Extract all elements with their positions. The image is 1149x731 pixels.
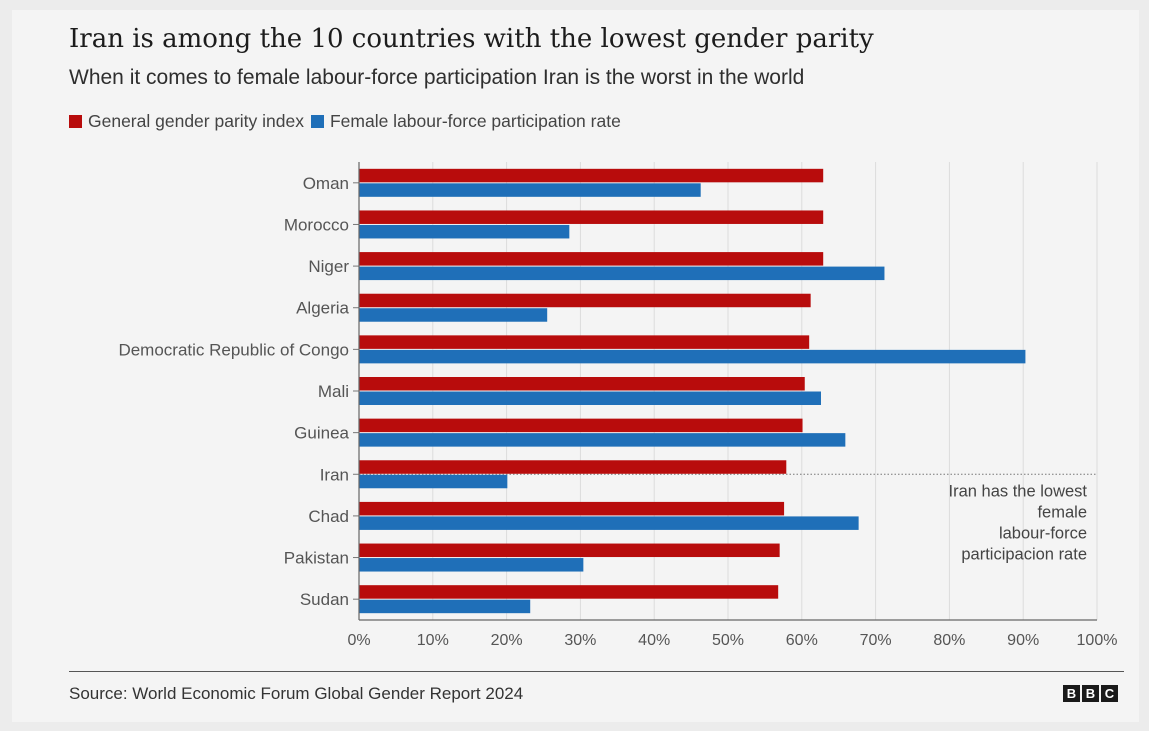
category-label: Sudan — [300, 590, 349, 609]
footer-divider — [69, 671, 1124, 672]
bar-labour-participation — [359, 433, 846, 447]
legend-item-participation: Female labour-force participation rate — [310, 111, 621, 132]
category-label: Chad — [308, 507, 349, 526]
x-tick-label: 80% — [933, 632, 965, 649]
chart-card — [12, 10, 1139, 722]
annotation-text: labour-force — [999, 524, 1087, 542]
bar-labour-participation — [359, 599, 531, 614]
x-tick-label: 0% — [347, 632, 370, 649]
annotation-text: Iran has the lowest — [949, 482, 1088, 500]
bar-labour-participation — [359, 516, 859, 530]
legend-swatch-participation — [310, 115, 324, 128]
bbc-logo: B B C — [1063, 685, 1118, 702]
bar-labour-participation — [359, 558, 584, 572]
x-tick-label: 100% — [1077, 632, 1118, 649]
chart-subtitle: When it comes to female labour-force par… — [69, 66, 805, 89]
x-tick-label: 20% — [491, 632, 523, 649]
bar-labour-participation — [359, 183, 701, 197]
bar-parity-index — [359, 210, 824, 224]
annotation-text: female — [1037, 503, 1087, 521]
annotation-text: participacion rate — [961, 545, 1087, 563]
legend-swatch-parity — [69, 115, 82, 128]
category-label: Democratic Republic of Congo — [118, 340, 349, 359]
bar-labour-participation — [359, 266, 885, 281]
x-tick-label: 30% — [564, 632, 596, 649]
bar-parity-index — [359, 543, 780, 558]
x-tick-label: 60% — [786, 632, 818, 649]
x-tick-label: 70% — [860, 632, 892, 649]
category-label: Iran — [320, 465, 349, 484]
bar-parity-index — [359, 335, 810, 349]
bar-parity-index — [359, 293, 811, 308]
bar-parity-index — [359, 377, 805, 391]
x-tick-label: 10% — [417, 632, 449, 649]
bbc-logo-block: B — [1063, 685, 1080, 702]
chart-title: Iran is among the 10 countries with the … — [69, 24, 874, 54]
x-tick-label: 90% — [1007, 632, 1039, 649]
legend-label-participation: Female labour-force participation rate — [329, 111, 621, 131]
bar-labour-participation — [359, 391, 821, 405]
bbc-logo-block: B — [1082, 685, 1099, 702]
bar-parity-index — [359, 418, 803, 433]
legend-label-parity: General gender parity index — [88, 111, 304, 131]
bar-labour-participation — [359, 308, 548, 322]
x-tick-label: 50% — [712, 632, 744, 649]
bar-parity-index — [359, 501, 785, 516]
x-tick-label: 40% — [638, 632, 670, 649]
bar-parity-index — [359, 585, 779, 599]
category-label: Morocco — [284, 215, 349, 234]
category-label: Algeria — [296, 299, 349, 318]
legend: General gender parity index Female labou… — [69, 111, 628, 132]
category-label: Pakistan — [284, 549, 349, 568]
legend-item-parity: General gender parity index — [69, 111, 304, 132]
category-label: Mali — [318, 382, 349, 401]
category-label: Oman — [303, 174, 349, 193]
bar-parity-index — [359, 168, 824, 183]
bar-labour-participation — [359, 349, 1026, 364]
bar-labour-participation — [359, 224, 570, 239]
bar-labour-participation — [359, 474, 508, 489]
source-note: Source: World Economic Forum Global Gend… — [69, 684, 524, 703]
category-label: Niger — [308, 257, 349, 276]
bbc-logo-block: C — [1101, 685, 1118, 702]
bar-parity-index — [359, 460, 787, 474]
bar-parity-index — [359, 252, 824, 266]
category-label: Guinea — [294, 424, 349, 443]
